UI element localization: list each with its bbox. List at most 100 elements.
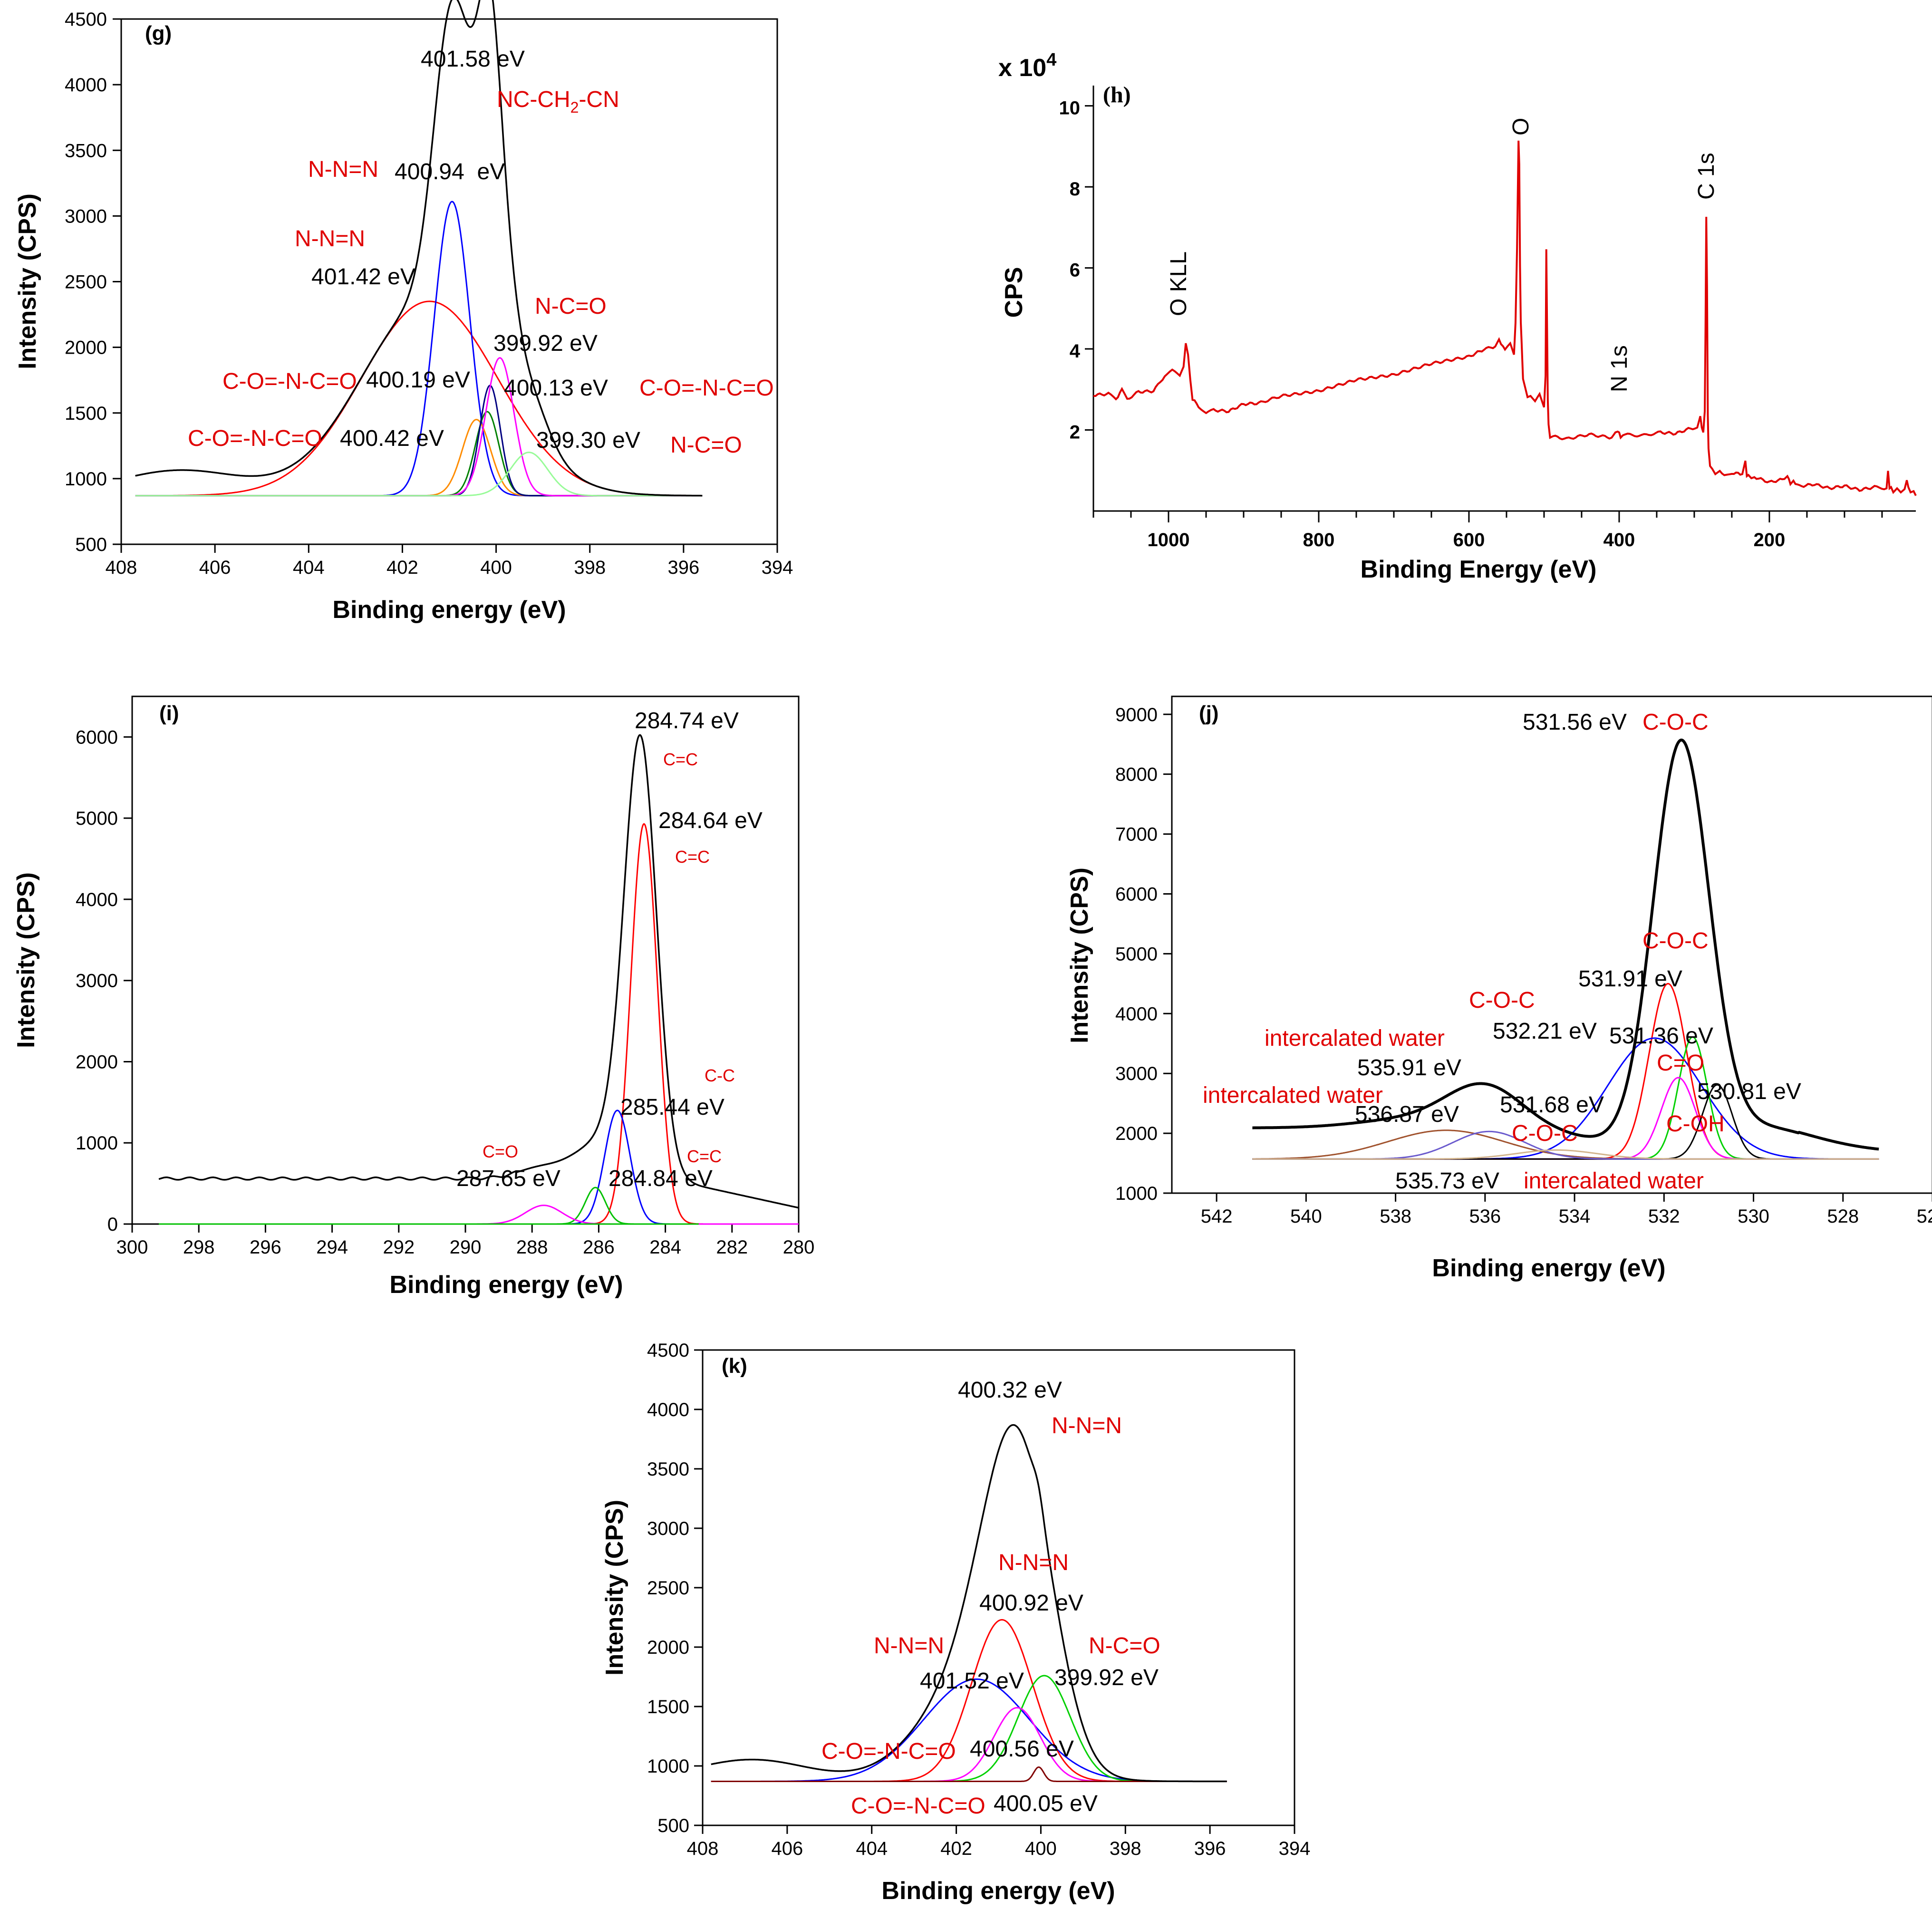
x-tick-label-g: 396	[667, 557, 699, 578]
x-tick-label-g: 398	[574, 557, 606, 578]
x-tick-label-i: 294	[316, 1237, 348, 1258]
y-tick-label-h: 8	[1070, 179, 1080, 200]
y-tick-label-i: 1000	[76, 1133, 118, 1154]
axes-h: 1000 800 600 400 200 2 4 6 8 10	[1059, 86, 1916, 550]
x-tick-label-g: 394	[762, 557, 793, 578]
annotation-g-400-42: 400.42 eV	[340, 426, 444, 451]
x-tick-label-k: 402	[940, 1838, 972, 1859]
x-tick-label-g: 406	[199, 557, 231, 578]
annotation-i-284-84: 284.84 eV	[609, 1166, 713, 1191]
x-tick-label-g: 402	[386, 557, 418, 578]
annotation-k-n-n-n-1: N-N=N	[1052, 1413, 1122, 1438]
x-axis-title-g: Binding energy (eV)	[332, 596, 566, 624]
x-axis-title-j: Binding energy (eV)	[1432, 1254, 1665, 1282]
annotation-g-400-19: 400.19 eV	[366, 367, 470, 393]
x-tick-label-i: 286	[583, 1237, 615, 1258]
plot-frame-j	[1171, 695, 1932, 1194]
series-group-i	[158, 734, 799, 1225]
annotation-i-c-c-1: C=C	[663, 750, 698, 769]
annotation-k-400-32: 400.32 eV	[958, 1378, 1062, 1403]
chart-panel-j: 542 540 538 536 534 532 530 528 526 1000 2000 3000 4…	[1066, 695, 1932, 1282]
x-axis-title-k: Binding energy (eV)	[881, 1877, 1115, 1905]
y-multiplier-exp-h: 4	[1046, 50, 1056, 70]
x-tick-label-g: 404	[293, 557, 325, 578]
annotation-k-n-c-o: N-C=O	[1089, 1633, 1160, 1659]
x-tick-label-i: 298	[183, 1237, 215, 1258]
y-tick-label-j: 9000	[1115, 704, 1158, 725]
annotation-g-401-42: 401.42 eV	[311, 264, 415, 289]
x-tick-label-k: 396	[1194, 1838, 1226, 1859]
y-tick-label-i: 2000	[76, 1051, 118, 1072]
y-tick-label-k: 1500	[647, 1697, 689, 1717]
annotation-j-536-87: 536.87 eV	[1355, 1102, 1459, 1127]
x-tick-label-j: 540	[1290, 1206, 1322, 1227]
x-tick-label-h: 200	[1754, 530, 1786, 550]
axes-k: 408 406 404 402 400 398 396 394 500 1000 1500 2000 2…	[647, 1340, 1310, 1859]
series-k-0	[711, 1678, 1227, 1782]
x-tick-label-h: 600	[1453, 530, 1485, 550]
annotation-k-co-ncio-1: C-O=-N-C=O	[821, 1739, 956, 1764]
series-k-4	[711, 1766, 1227, 1782]
y-tick-label-k: 3000	[647, 1518, 689, 1539]
annotation-g-nc-ch2-cn: NC-CH2-CN	[497, 87, 619, 116]
series-k-envelope	[711, 1424, 1227, 1783]
annotation-i-c-c-single: C-C	[705, 1066, 735, 1085]
annotation-g-n-c-o-1: N-C=O	[535, 294, 607, 319]
annotation-j-532-21: 532.21 eV	[1493, 1019, 1597, 1044]
y-tick-label-i: 4000	[76, 889, 118, 910]
annotation-g-co-ncio-2: C-O=-N-C=O	[639, 376, 774, 401]
annotation-j-intercalated-1: intercalated water	[1265, 1026, 1445, 1051]
annotation-h-o-kll: O KLL	[1166, 251, 1191, 316]
y-tick-label-j: 5000	[1115, 944, 1158, 964]
y-tick-label-k: 4000	[647, 1399, 689, 1420]
y-tick-label-g: 4000	[65, 75, 107, 96]
annotation-j-c-o-c-right: C-O-C	[1642, 928, 1709, 954]
x-tick-label-k: 398	[1110, 1838, 1141, 1859]
y-tick-label-i: 6000	[76, 727, 118, 748]
annotation-g-n-c-o-2: N-C=O	[670, 433, 742, 458]
annotation-h-o: O	[1508, 118, 1534, 135]
annotation-g-subscript-2: 2	[570, 99, 579, 116]
panel-label-j: (j)	[1199, 702, 1219, 725]
x-axis-title-i: Binding energy (eV)	[389, 1271, 623, 1299]
x-tick-label-k: 400	[1025, 1838, 1057, 1859]
y-tick-label-h: 6	[1070, 260, 1080, 281]
annotation-i-284-64: 284.64 eV	[658, 808, 763, 833]
annotation-g-399-92: 399.92 eV	[493, 331, 598, 356]
annotation-g-co-ncio-3: C-O=-N-C=O	[188, 426, 322, 451]
annotation-k-400-05: 400.05 eV	[994, 1791, 1098, 1816]
series-g-envelope	[135, 0, 703, 497]
axes-j: 542 540 538 536 534 532 530 528 526 1000 2000 3000 4…	[1115, 704, 1932, 1227]
x-tick-label-i: 292	[383, 1237, 415, 1258]
panel-h-bg	[984, 24, 1932, 613]
annotation-j-531-36: 531.36 eV	[1609, 1023, 1713, 1049]
x-tick-label-i: 284	[649, 1237, 681, 1258]
y-axis-title-h: CPS	[1000, 267, 1028, 318]
series-group-g	[135, 0, 703, 497]
x-tick-label-h: 1000	[1147, 530, 1189, 550]
y-tick-label-k: 1000	[647, 1756, 689, 1777]
y-tick-label-j: 3000	[1115, 1063, 1158, 1084]
plot-frame-g	[120, 18, 778, 545]
x-tick-label-j: 534	[1559, 1206, 1591, 1227]
annotation-j-c-o-c-top: C-O-C	[1642, 710, 1709, 735]
panel-label-h: (h)	[1103, 82, 1131, 107]
y-tick-label-j: 8000	[1115, 764, 1158, 785]
series-h-survey	[1093, 140, 1917, 496]
y-axis-title-j: Intensity (CPS)	[1066, 868, 1093, 1043]
y-tick-label-i: 3000	[76, 971, 118, 992]
annotation-i-c-o: C=O	[483, 1142, 518, 1161]
axes-i: 300 298 296 294 292 290 288 286 284 282 280 0 1000 20…	[76, 727, 814, 1258]
panel-label-k: (k)	[722, 1354, 747, 1378]
x-tick-label-j: 536	[1469, 1206, 1501, 1227]
series-g-6	[135, 452, 703, 497]
annotation-j-c-o-c-low: C-O-C	[1512, 1121, 1578, 1146]
plot-frame-i	[131, 695, 800, 1225]
annotation-j-c-oh: C-OH	[1666, 1111, 1725, 1137]
annotation-j-intercalated-2: intercalated water	[1203, 1083, 1383, 1108]
axes-g: 408 406 404 402 400 398 396 394 500 1000 1500 2000 2…	[65, 9, 793, 578]
annotation-j-c-o-c-left: C-O-C	[1469, 988, 1535, 1013]
annotation-i-c-c-3: C=C	[687, 1147, 722, 1166]
annotation-h-n1s: N 1s	[1607, 345, 1632, 392]
annotation-i-c-c-2: C=C	[675, 847, 710, 867]
